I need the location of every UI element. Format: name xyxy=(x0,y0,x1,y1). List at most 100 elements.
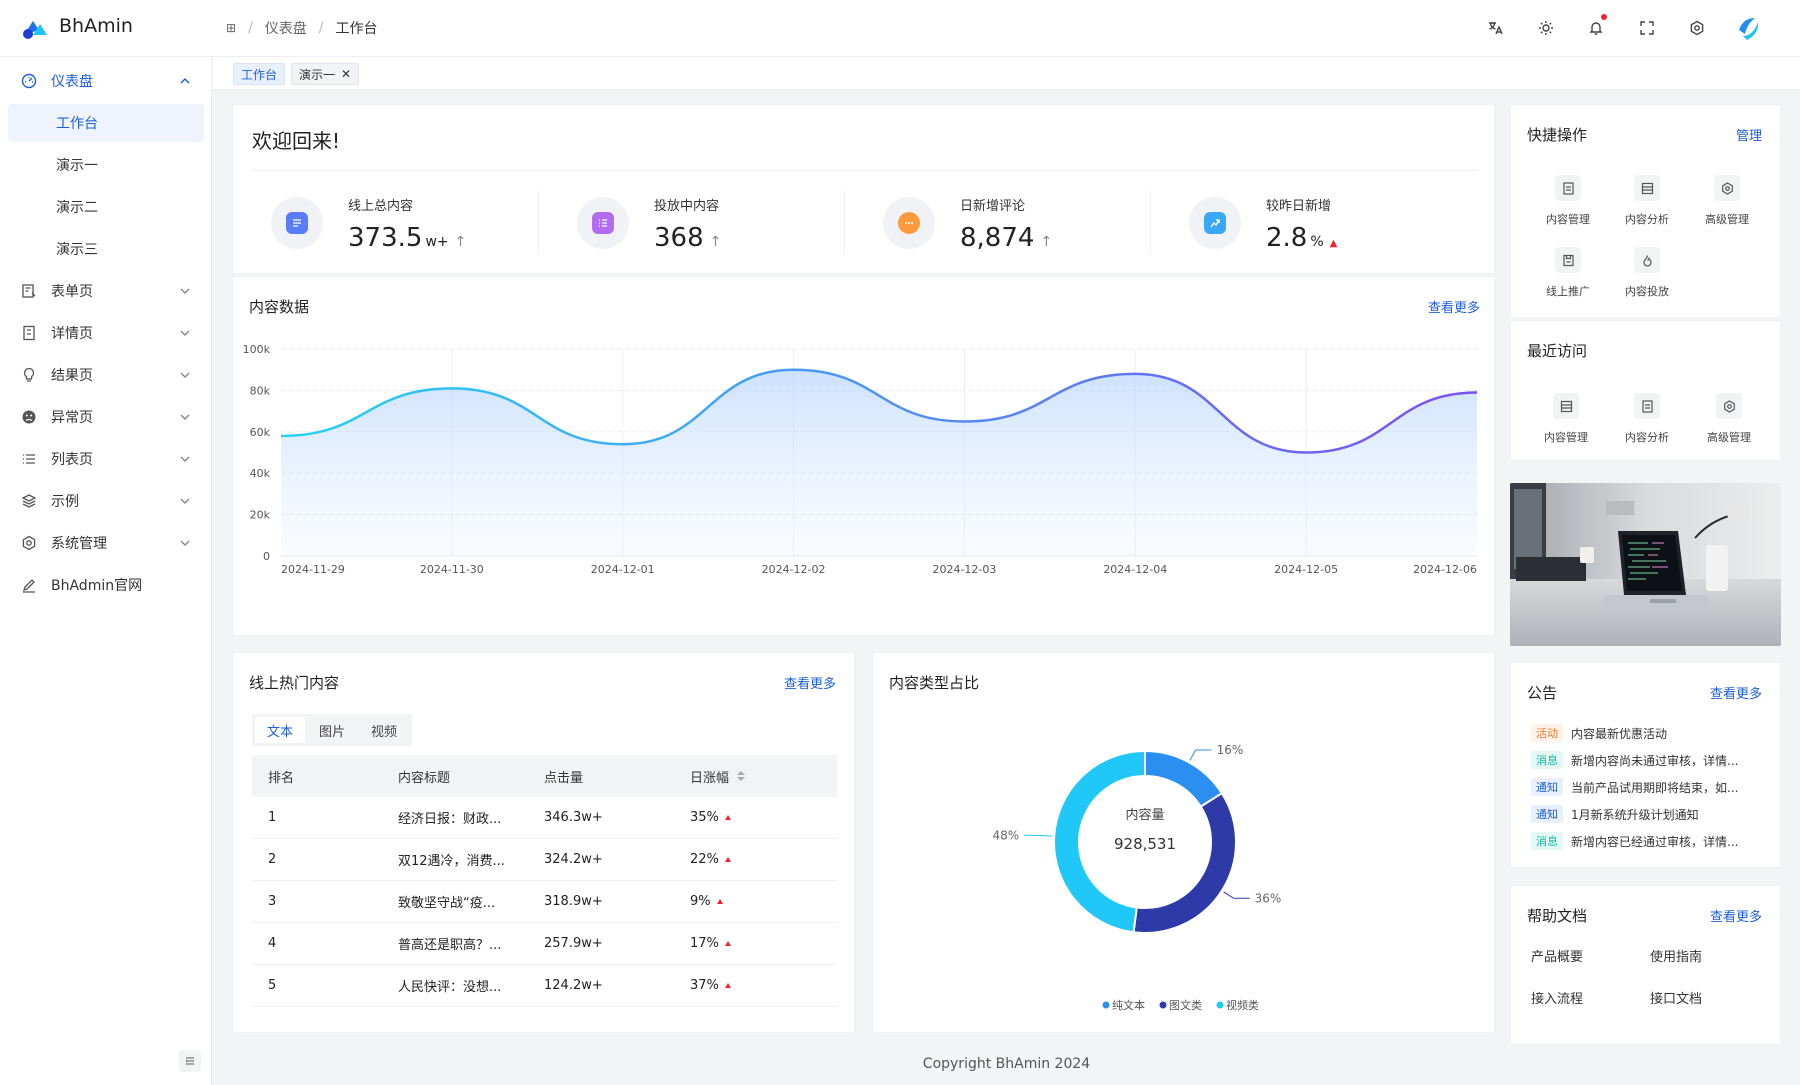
sidebar-item-dashboard[interactable]: 仪表盘 xyxy=(8,62,204,100)
bell-icon[interactable] xyxy=(1580,12,1612,44)
grid-icon[interactable]: ⊞ xyxy=(226,21,237,35)
breadcrumb-item-dashboard[interactable]: 仪表盘 xyxy=(264,21,307,37)
donut-center-label: 内容量 xyxy=(1125,807,1164,823)
announcement-item[interactable]: 通知 1月新系统升级计划通知 xyxy=(1531,803,1771,825)
app-name[interactable]: BhAmin xyxy=(59,15,133,37)
sidebar-item-system[interactable]: 系统管理 xyxy=(8,524,204,562)
view-more-link[interactable]: 查看更多 xyxy=(1709,687,1762,702)
cell-title[interactable]: 双12遇冷，消费... xyxy=(398,854,505,869)
recent-item-advanced[interactable]: 高级管理 xyxy=(1689,393,1769,453)
announcement-item[interactable]: 消息 新增内容已经通过审核，详情... xyxy=(1531,830,1771,852)
triangle-up-icon xyxy=(724,815,731,820)
cell-growth: 17% xyxy=(690,936,837,951)
leader-line xyxy=(1223,891,1250,899)
sidebar-item-demo3[interactable]: 演示三 xyxy=(8,230,204,268)
sidebar-item-results[interactable]: 结果页 xyxy=(8,356,204,394)
translate-icon[interactable] xyxy=(1479,12,1511,44)
sort-icon[interactable] xyxy=(737,771,746,781)
table-row[interactable]: 5 人民快评：没想... 124.2w+ 37% xyxy=(252,965,837,1007)
sidebar-item-lists[interactable]: 列表页 xyxy=(8,440,204,478)
table-row[interactable]: 4 普高还是职高？... 257.9w+ 17% xyxy=(252,923,837,965)
triangle-up-icon xyxy=(724,983,731,988)
x-tick-label: 2024-12-03 xyxy=(932,563,996,576)
view-more-link[interactable]: 查看更多 xyxy=(1427,301,1480,316)
help-link-integration[interactable]: 接入流程 xyxy=(1531,992,1584,1007)
sidebar-item-label: 表单页 xyxy=(51,284,93,300)
help-link-guide[interactable]: 使用指南 xyxy=(1650,950,1703,965)
table-row[interactable]: 3 致敬坚守战“疫... 318.9w+ 9% xyxy=(252,881,837,923)
tab-workbench[interactable]: 工作台 xyxy=(233,63,286,85)
user-avatar[interactable] xyxy=(1733,14,1763,42)
sidebar-item-demo2[interactable]: 演示二 xyxy=(8,188,204,226)
cell-title[interactable]: 普高还是职高？... xyxy=(398,938,502,953)
close-icon[interactable]: ✕ xyxy=(341,67,352,81)
quick-item-delivery[interactable]: 内容投放 xyxy=(1607,247,1687,307)
cell-title[interactable]: 人民快评：没想... xyxy=(398,980,502,995)
quick-item-promotion[interactable]: 线上推广 xyxy=(1528,247,1608,307)
announcement-item[interactable]: 活动 内容最新优惠活动 xyxy=(1531,722,1771,744)
sidebar-item-label: 示例 xyxy=(51,494,79,510)
cell-title[interactable]: 经济日报：财政... xyxy=(398,812,502,827)
sidebar-item-forms[interactable]: 表单页 xyxy=(8,272,204,310)
cell-clicks: 346.3w+ xyxy=(544,810,603,825)
chevron-down-icon xyxy=(180,414,190,420)
segment-image[interactable]: 图片 xyxy=(319,724,346,740)
help-link-api[interactable]: 接口文档 xyxy=(1650,992,1703,1007)
arrow-up-icon: ↑ xyxy=(709,234,722,250)
quick-item-content-analysis[interactable]: 内容分析 xyxy=(1607,175,1687,235)
recent-item-content-manage[interactable]: 内容管理 xyxy=(1526,393,1606,453)
sidebar-item-exceptions[interactable]: 异常页 xyxy=(8,398,204,436)
sidebar-item-demo1[interactable]: 演示一 xyxy=(8,146,204,184)
divider xyxy=(844,191,845,253)
stat-value: 373.5 w+ ↑ xyxy=(348,223,467,253)
cell-rank: 3 xyxy=(268,894,277,909)
settings-icon[interactable] xyxy=(1681,12,1713,44)
stat-icon-bg xyxy=(577,197,629,249)
sidebar-item-website[interactable]: BhAdmin官网 xyxy=(8,566,204,604)
triangle-up-icon xyxy=(716,899,723,904)
sidebar-item-workbench[interactable]: 工作台 xyxy=(8,104,204,142)
cell-clicks: 257.9w+ xyxy=(544,936,603,951)
recent-item-label: 内容分析 xyxy=(1625,431,1669,444)
pie-slice-2 xyxy=(1053,749,1146,934)
recent-item-content-analysis[interactable]: 内容分析 xyxy=(1607,393,1687,453)
sidebar-item-details[interactable]: 详情页 xyxy=(8,314,204,352)
tab-demo1[interactable]: 演示一 ✕ xyxy=(291,63,360,85)
fullscreen-icon[interactable] xyxy=(1631,12,1663,44)
sidebar-item-label: 演示一 xyxy=(56,158,98,174)
collapse-sidebar-button[interactable] xyxy=(179,1050,201,1072)
banner-image[interactable] xyxy=(1510,483,1781,646)
cell-title[interactable]: 致敬坚守战“疫... xyxy=(398,896,496,911)
quick-item-advanced[interactable]: 高级管理 xyxy=(1687,175,1767,235)
cell-growth: 9% xyxy=(690,894,837,909)
announcement-text: 当前产品试用期即将结束，如... xyxy=(1571,780,1739,795)
table-row[interactable]: 2 双12遇冷，消费... 324.2w+ 22% xyxy=(252,839,837,881)
logo-icon[interactable] xyxy=(20,15,50,41)
tab-label: 演示一 xyxy=(299,67,336,82)
dashboard-icon xyxy=(21,73,37,89)
gear-icon xyxy=(22,535,36,551)
segment-text[interactable]: 文本 xyxy=(255,717,306,743)
view-more-link[interactable]: 查看更多 xyxy=(783,677,836,692)
sun-icon[interactable] xyxy=(1530,12,1562,44)
segment-video[interactable]: 视频 xyxy=(371,724,398,740)
announcement-text: 新增内容已经通过审核，详情... xyxy=(1571,834,1739,849)
table-row[interactable]: 1 经济日报：财政... 346.3w+ 35% xyxy=(252,797,837,839)
quick-item-label: 内容投放 xyxy=(1625,285,1669,298)
slice-label: 36% xyxy=(1255,891,1282,905)
tag-badge: 消息 xyxy=(1531,832,1563,850)
announcement-item[interactable]: 通知 当前产品试用期即将结束，如... xyxy=(1531,776,1771,798)
sidebar-item-label: 工作台 xyxy=(56,116,98,132)
quick-item-content-manage[interactable]: 内容管理 xyxy=(1528,175,1608,235)
stat-label: 日新增评论 xyxy=(960,199,1026,214)
help-link-overview[interactable]: 产品概要 xyxy=(1531,950,1584,965)
donut-center-value: 928,531 xyxy=(1114,835,1176,853)
column-header-sortable[interactable]: 日涨幅 xyxy=(690,767,837,786)
quick-item-label: 内容分析 xyxy=(1625,213,1669,226)
announcement-item[interactable]: 消息 新增内容尚未通过审核，详情... xyxy=(1531,749,1771,771)
sidebar-item-examples[interactable]: 示例 xyxy=(8,482,204,520)
tag-badge: 通知 xyxy=(1531,805,1563,823)
manage-link[interactable]: 管理 xyxy=(1735,129,1762,144)
cell-growth: 37% xyxy=(690,978,837,993)
view-more-link[interactable]: 查看更多 xyxy=(1709,910,1762,925)
